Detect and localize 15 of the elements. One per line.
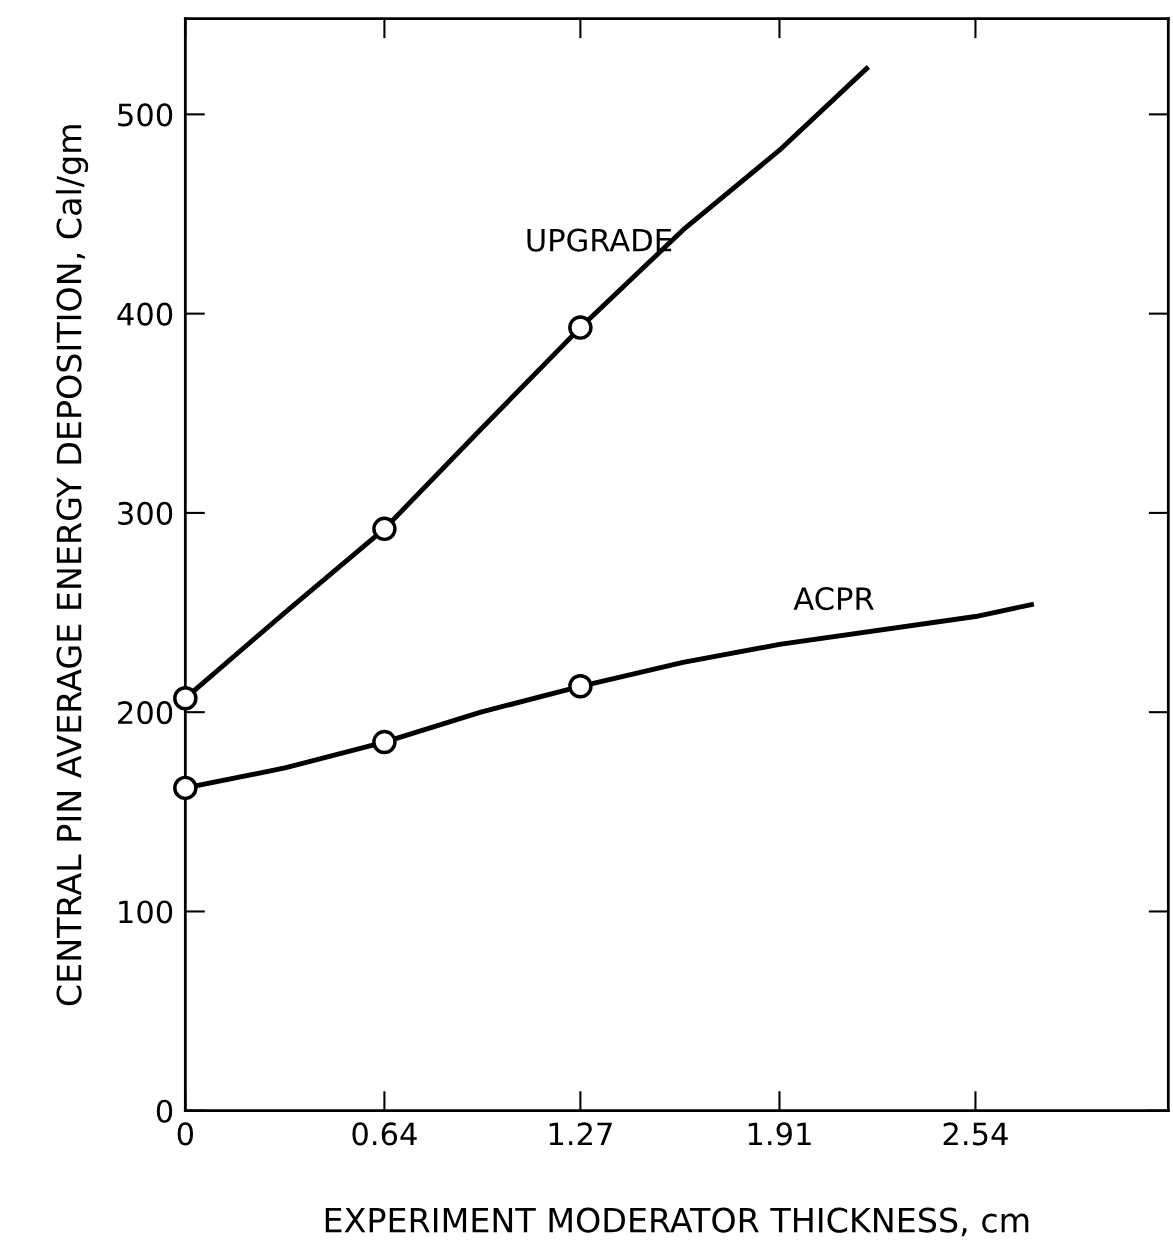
y-tick-label: 500 [118,103,173,127]
series-label: UPGRADE [527,228,672,252]
x-axis-title: EXPERIMENT MODERATOR THICKNESS, cm [325,1207,1029,1237]
x-tick-label: 2.54 [943,1122,1008,1146]
y-tick-label: 300 [118,501,173,525]
x-tick-label: 0 [177,1122,194,1146]
y-tick-label: 400 [117,302,173,326]
x-tick-label: 0.64 [352,1122,417,1146]
x-tick-label: 1.91 [748,1122,811,1146]
y-tick-label: 0 [156,1099,173,1123]
y-tick-label: 100 [119,900,173,924]
y-tick-label: 200 [118,701,173,725]
y-axis-title: CENTRAL PIN AVERAGE ENERGY DEPOSITION, Cal/gm [55,125,89,1006]
x-tick-label: 1.27 [549,1122,612,1146]
series-label: ACPR [793,587,874,611]
